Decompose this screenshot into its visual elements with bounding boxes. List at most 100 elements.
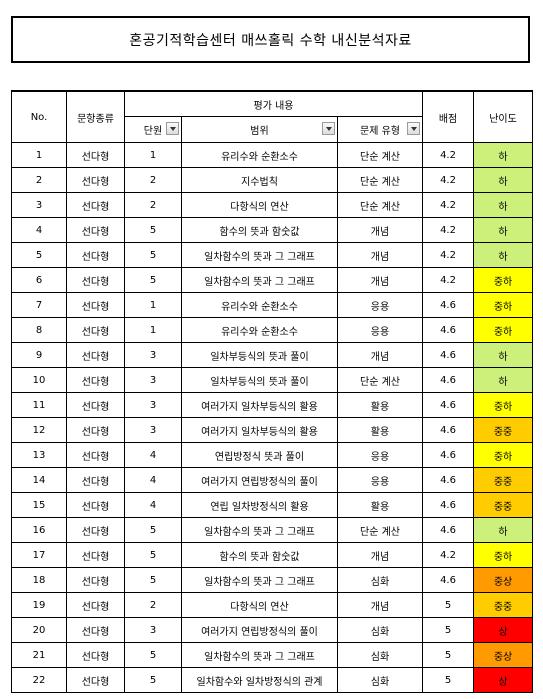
header-question-type: 문항종류: [66, 90, 125, 143]
cell-unit: 5: [124, 567, 182, 593]
table-row: 2 선다형 2 지수법칙 단순 계산 4.2 하: [11, 167, 534, 193]
cell-problem-type: 응용: [336, 467, 424, 493]
cell-score: 4.2: [422, 217, 475, 243]
cell-score: 5: [422, 592, 475, 618]
cell-no: 12: [11, 417, 67, 443]
header-unit-label: 단원: [143, 126, 163, 137]
cell-no: 6: [11, 267, 67, 293]
cell-score: 4.6: [422, 442, 475, 468]
table-row: 8 선다형 1 유리수와 순환소수 응용 4.6 중하: [11, 317, 534, 343]
cell-question-type: 선다형: [66, 567, 125, 593]
cell-range: 유리수와 순환소수: [181, 142, 338, 168]
cell-range: 연립 일차방정식의 활용: [181, 492, 338, 518]
cell-no: 22: [11, 667, 67, 693]
cell-question-type: 선다형: [66, 517, 125, 543]
cell-range: 일차함수와 일차방정식의 관계: [181, 667, 338, 693]
cell-question-type: 선다형: [66, 542, 125, 568]
table-row: 5 선다형 5 일차함수의 뜻과 그 그래프 개념 4.2 하: [11, 242, 534, 268]
range-filter-dropdown-icon[interactable]: [322, 122, 335, 135]
cell-no: 20: [11, 617, 67, 643]
cell-no: 19: [11, 592, 67, 618]
analysis-table: No. 문항종류 평가 내용 배점 난이도 단원 범위 문제 유형 1 선다형 1 유…: [11, 90, 534, 693]
cell-problem-type: 단순 계산: [336, 142, 424, 168]
cell-score: 5: [422, 642, 475, 668]
cell-question-type: 선다형: [66, 492, 125, 518]
cell-no: 17: [11, 542, 67, 568]
cell-question-type: 선다형: [66, 392, 125, 418]
cell-score: 4.6: [422, 392, 475, 418]
cell-no: 15: [11, 492, 67, 518]
cell-no: 1: [11, 142, 67, 168]
cell-difficulty: 하: [473, 242, 534, 268]
cell-range: 지수법칙: [181, 167, 338, 193]
cell-unit: 2: [124, 192, 182, 218]
cell-question-type: 선다형: [66, 417, 125, 443]
cell-difficulty: 중중: [473, 417, 534, 443]
cell-no: 9: [11, 342, 67, 368]
cell-problem-type: 단순 계산: [336, 367, 424, 393]
cell-unit: 3: [124, 617, 182, 643]
cell-unit: 4: [124, 442, 182, 468]
cell-difficulty: 중하: [473, 292, 534, 318]
cell-unit: 1: [124, 317, 182, 343]
cell-score: 4.6: [422, 317, 475, 343]
cell-problem-type: 활용: [336, 417, 424, 443]
cell-no: 21: [11, 642, 67, 668]
header-range: 범위: [181, 116, 338, 143]
cell-unit: 1: [124, 142, 182, 168]
unit-filter-dropdown-icon[interactable]: [166, 122, 179, 135]
cell-question-type: 선다형: [66, 167, 125, 193]
cell-problem-type: 개념: [336, 267, 424, 293]
cell-no: 7: [11, 292, 67, 318]
cell-range: 일차함수의 뜻과 그 그래프: [181, 642, 338, 668]
cell-unit: 5: [124, 642, 182, 668]
cell-difficulty: 중하: [473, 267, 534, 293]
cell-difficulty: 하: [473, 142, 534, 168]
cell-unit: 5: [124, 267, 182, 293]
cell-difficulty: 중상: [473, 567, 534, 593]
cell-problem-type: 단순 계산: [336, 192, 424, 218]
cell-unit: 1: [124, 292, 182, 318]
header-difficulty: 난이도: [473, 90, 534, 143]
cell-range: 일차함수의 뜻과 그 그래프: [181, 567, 338, 593]
cell-difficulty: 중중: [473, 592, 534, 618]
cell-question-type: 선다형: [66, 267, 125, 293]
cell-no: 13: [11, 442, 67, 468]
cell-score: 5: [422, 617, 475, 643]
cell-unit: 5: [124, 542, 182, 568]
cell-no: 4: [11, 217, 67, 243]
header-problem-type: 문제 유형: [336, 116, 424, 143]
cell-unit: 5: [124, 517, 182, 543]
cell-difficulty: 상: [473, 617, 534, 643]
cell-unit: 5: [124, 217, 182, 243]
header-range-label: 범위: [250, 126, 269, 137]
cell-difficulty: 중하: [473, 317, 534, 343]
cell-difficulty: 하: [473, 342, 534, 368]
cell-difficulty: 중중: [473, 492, 534, 518]
cell-unit: 3: [124, 367, 182, 393]
cell-score: 4.6: [422, 517, 475, 543]
header-score: 배점: [422, 90, 475, 143]
table-row: 7 선다형 1 유리수와 순환소수 응용 4.6 중하: [11, 292, 534, 318]
cell-difficulty: 하: [473, 217, 534, 243]
cell-unit: 3: [124, 392, 182, 418]
cell-no: 2: [11, 167, 67, 193]
cell-difficulty: 하: [473, 517, 534, 543]
cell-problem-type: 응용: [336, 317, 424, 343]
table-row: 9 선다형 3 일차부등식의 뜻과 풀이 개념 4.6 하: [11, 342, 534, 368]
cell-difficulty: 하: [473, 192, 534, 218]
cell-range: 함수의 뜻과 함숫값: [181, 217, 338, 243]
cell-no: 18: [11, 567, 67, 593]
table-row: 15 선다형 4 연립 일차방정식의 활용 활용 4.6 중중: [11, 492, 534, 518]
table-row: 20 선다형 3 여러가지 연립방정식의 풀이 심화 5 상: [11, 617, 534, 643]
cell-score: 4.6: [422, 342, 475, 368]
cell-difficulty: 중상: [473, 642, 534, 668]
cell-range: 일차함수의 뜻과 그 그래프: [181, 242, 338, 268]
problem-type-filter-dropdown-icon[interactable]: [407, 122, 421, 135]
table-row: 1 선다형 1 유리수와 순환소수 단순 계산 4.2 하: [11, 142, 534, 168]
cell-question-type: 선다형: [66, 442, 125, 468]
cell-score: 4.2: [422, 192, 475, 218]
cell-no: 11: [11, 392, 67, 418]
cell-range: 유리수와 순환소수: [181, 317, 338, 343]
table-row: 17 선다형 5 함수의 뜻과 함숫값 개념 4.2 중하: [11, 542, 534, 568]
